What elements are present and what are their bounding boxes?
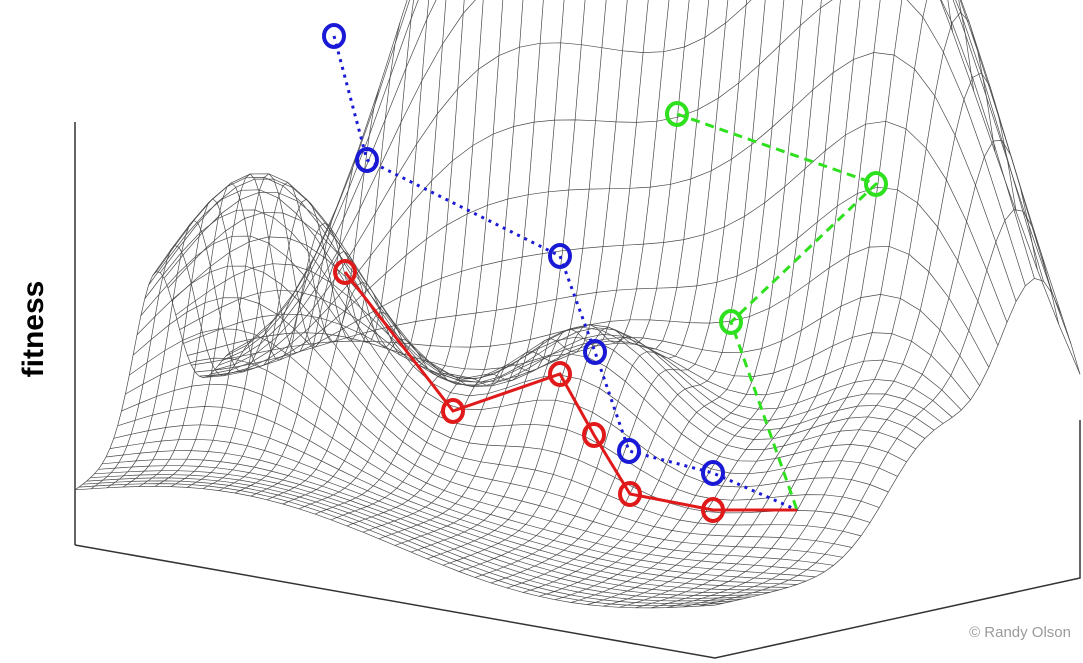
- mesh-line-u: [214, 0, 1044, 371]
- mesh-line-u: [210, 0, 1035, 375]
- path-point-marker: [355, 147, 379, 173]
- mesh-line-v: [362, 0, 586, 533]
- path-point-marker: [333, 259, 357, 285]
- mesh-line-v: [666, 72, 1017, 608]
- mesh-line-v: [106, 219, 273, 489]
- mesh-line-v: [138, 182, 316, 487]
- path-point-marker: [701, 497, 725, 523]
- mesh-line-v: [618, 0, 953, 608]
- path-point-marker: [719, 309, 743, 335]
- path-point-marker: [701, 460, 725, 486]
- mesh-line-u: [144, 209, 880, 508]
- path-point-marker: [548, 361, 572, 387]
- path-point-marker: [665, 101, 689, 127]
- mesh-line-u: [94, 470, 761, 596]
- mesh-line-v: [426, 0, 670, 560]
- mesh-line-u: [160, 178, 916, 450]
- credit-text: © Randy Olson: [969, 624, 1071, 641]
- path-point-marker: [441, 398, 465, 424]
- mesh-line-v: [602, 0, 881, 607]
- mesh-line-u: [229, 0, 1081, 375]
- mesh-line-v: [346, 0, 565, 527]
- mesh-line-v: [442, 0, 690, 566]
- mesh-line-u: [175, 263, 953, 418]
- mesh-line-v: [122, 198, 295, 488]
- mesh-line-v: [586, 0, 861, 605]
- blue-path: [322, 23, 798, 512]
- mesh-line-v: [634, 0, 975, 609]
- path-point-marker: [617, 438, 641, 464]
- mesh-line-u: [218, 0, 1053, 366]
- mesh-line-v: [538, 0, 803, 597]
- mesh-line-v: [378, 0, 607, 540]
- mesh-line-v: [170, 151, 358, 487]
- mesh-line-u: [78, 483, 725, 607]
- mesh-line-v: [650, 11, 996, 609]
- mesh-line-u: [82, 480, 734, 604]
- mesh-line-v: [90, 244, 252, 490]
- mesh-line-v: [682, 140, 1038, 608]
- mesh-line-v: [394, 0, 628, 546]
- path-point-marker: [618, 481, 642, 507]
- mesh-line-v: [186, 88, 380, 488]
- green-path: [665, 101, 888, 511]
- mesh-line-v: [458, 0, 710, 572]
- mesh-line-u: [156, 173, 907, 463]
- path-point-marker: [548, 243, 572, 269]
- mesh-line-v: [282, 0, 484, 505]
- mesh-line-u: [102, 458, 779, 591]
- mesh-line-v: [266, 0, 465, 501]
- mesh-line-v: [154, 173, 337, 487]
- mesh-line-v: [250, 0, 447, 497]
- mesh-line-v: [298, 0, 504, 510]
- mesh-line-v: [410, 0, 649, 553]
- mesh-line-v: [714, 278, 1081, 606]
- mesh-line-u: [225, 0, 1072, 357]
- search-paths: [322, 23, 888, 523]
- fitness-axis-label: fitness: [17, 280, 50, 378]
- mesh-line-v: [74, 271, 231, 491]
- path-line: [332, 35, 798, 512]
- path-point-marker: [864, 171, 888, 197]
- path-point-marker: [322, 23, 346, 49]
- mesh-line-v: [330, 0, 544, 521]
- red-path: [333, 259, 797, 523]
- mesh-line-u: [98, 465, 770, 594]
- mesh-line-v: [554, 0, 822, 601]
- mesh-line-u: [117, 406, 816, 578]
- mesh-line-v: [474, 0, 729, 578]
- mesh-line-v: [218, 0, 414, 491]
- mesh-line-v: [570, 0, 841, 603]
- mesh-line-u: [222, 0, 1063, 361]
- path-point-marker: [582, 422, 606, 448]
- axes: [74, 122, 1081, 659]
- path-point-marker: [583, 339, 607, 365]
- mesh-line-v: [202, 22, 401, 490]
- mesh-line-v: [234, 0, 430, 494]
- mesh-line-v: [698, 209, 1060, 607]
- base-plane-outline: [74, 420, 1081, 659]
- mesh-line-v: [522, 0, 785, 593]
- mesh-line-v: [506, 0, 766, 589]
- path-line: [343, 271, 797, 512]
- surface-mesh: [74, 0, 1081, 609]
- path-line: [676, 112, 879, 511]
- mesh-line-u: [121, 383, 825, 573]
